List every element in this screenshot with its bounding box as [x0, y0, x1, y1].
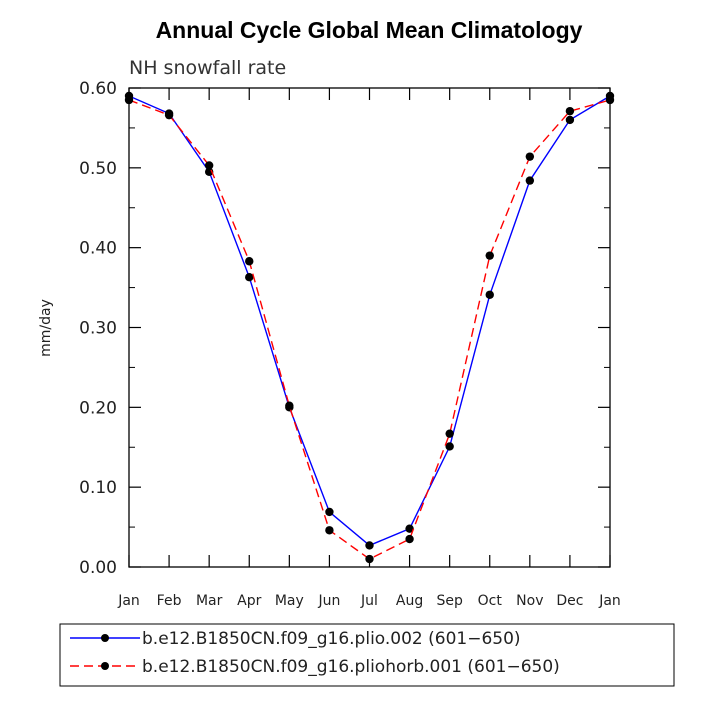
x-tick-label: Apr	[237, 593, 261, 609]
series-line-0	[128, 95, 611, 547]
x-tick-label: Jan	[117, 593, 140, 609]
y-tick-label: 0.50	[79, 159, 117, 179]
y-axis-label: mm/day	[38, 299, 54, 357]
y-tick-label: 0.20	[79, 398, 117, 418]
data-point	[445, 442, 454, 451]
data-point	[204, 167, 214, 177]
data-point	[525, 176, 535, 185]
data-point	[124, 95, 134, 105]
series-0	[124, 91, 615, 550]
x-tick-label: Feb	[157, 593, 182, 609]
data-point	[565, 106, 575, 116]
data-point	[204, 161, 214, 170]
series-1	[124, 95, 615, 564]
data-point	[285, 401, 294, 410]
x-tick-label: Jan	[598, 593, 621, 609]
data-point	[405, 524, 414, 533]
data-point	[245, 273, 254, 282]
y-tick-label: 0.60	[79, 79, 117, 99]
series-layer	[124, 91, 615, 564]
x-tick-label: Oct	[478, 593, 503, 609]
legend-label-1: b.e12.B1850CN.f09_g16.pliohorb.001 (601−…	[142, 657, 560, 677]
x-tick-label: Nov	[516, 593, 543, 609]
x-tick-label: Dec	[556, 593, 583, 609]
axes: 0.00 0.10 0.20 0.30 0.40 0.50 0.60 Jan Feb Mar Apr…	[79, 79, 621, 609]
x-tick-label: Jun	[317, 593, 340, 609]
data-point	[365, 541, 374, 550]
data-point	[565, 115, 575, 125]
y-tick-label: 0.30	[79, 319, 117, 339]
data-point	[485, 251, 494, 260]
data-point	[164, 110, 174, 120]
data-point	[405, 534, 414, 544]
y-tick-label: 0.00	[79, 558, 117, 578]
x-tick-label: Aug	[396, 593, 423, 609]
chart-title: Annual Cycle Global Mean Climatology	[156, 17, 583, 43]
data-point	[605, 95, 615, 105]
legend-marker-0	[101, 634, 109, 642]
y-tick-label: 0.10	[79, 478, 117, 498]
data-point	[525, 152, 535, 161]
legend: b.e12.B1850CN.f09_g16.plio.002 (601−650)…	[59, 623, 675, 687]
data-point	[445, 429, 454, 438]
chart-subtitle: NH snowfall rate	[129, 57, 286, 79]
data-point	[325, 526, 334, 535]
legend-label-0: b.e12.B1850CN.f09_g16.plio.002 (601−650)	[142, 629, 521, 649]
legend-marker-1	[101, 662, 109, 670]
x-tick-label: May	[275, 593, 304, 609]
x-tick-label: Sep	[436, 593, 463, 609]
y-tick-label: 0.40	[79, 239, 117, 259]
x-tick-label: Mar	[196, 593, 223, 609]
data-point	[365, 554, 374, 564]
data-point	[485, 290, 494, 299]
x-tick-label: Jul	[360, 593, 378, 609]
data-point	[325, 507, 334, 517]
legend-box	[59, 623, 675, 687]
data-point	[245, 257, 254, 266]
